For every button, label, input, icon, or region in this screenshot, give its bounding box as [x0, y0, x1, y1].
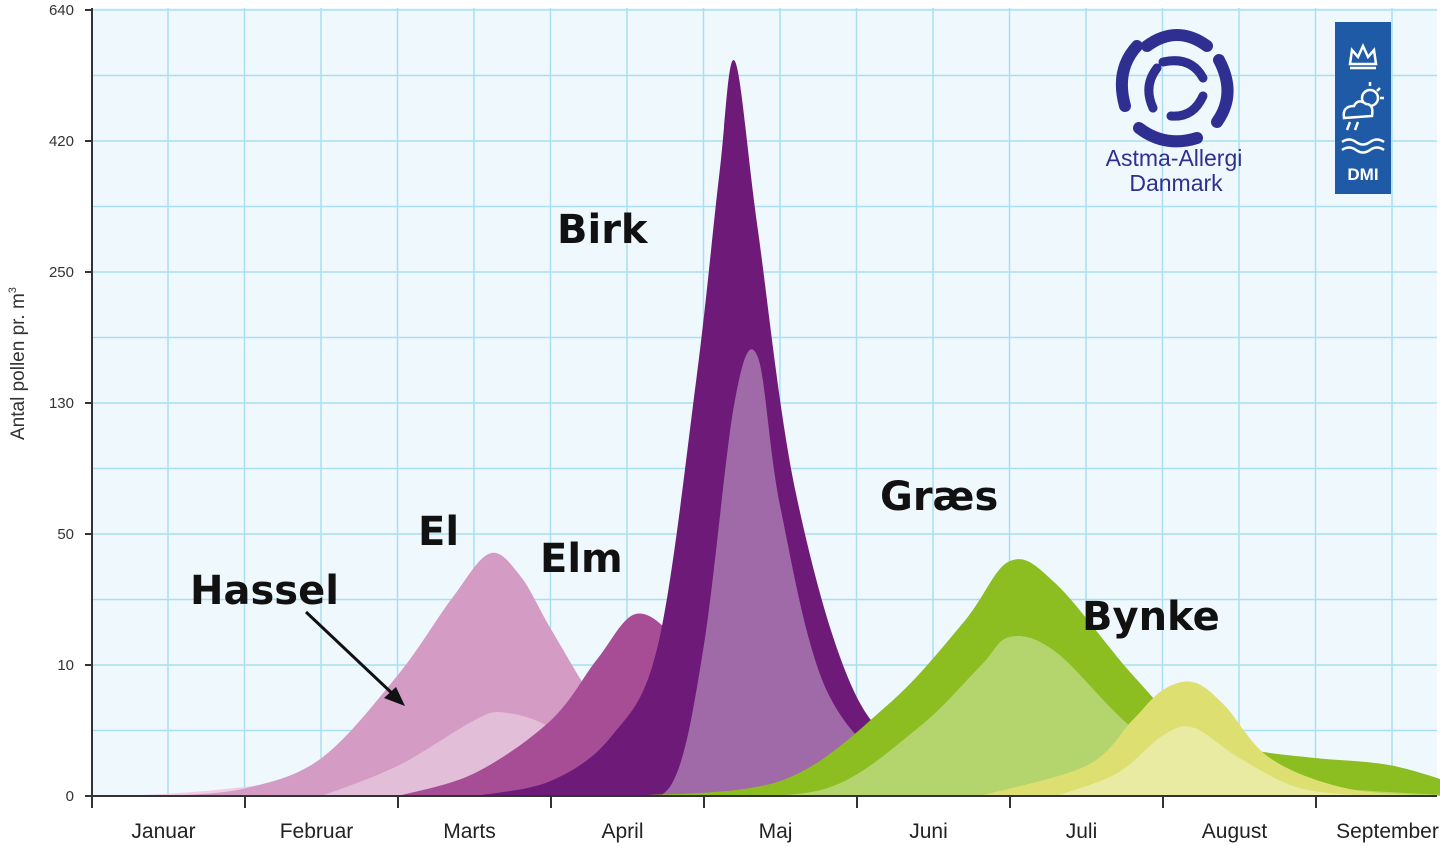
- y-tick-label: 0: [66, 788, 74, 805]
- series-low-band-bynke: [1055, 726, 1378, 796]
- y-tick-label: 50: [57, 526, 74, 543]
- label-elm: Elm: [540, 536, 623, 582]
- series-low-band-birk: [566, 349, 1072, 798]
- month-label: Juni: [909, 820, 948, 843]
- x-ticks: Januar Februar Marts April Maj Juni Juli August…: [91, 796, 1439, 843]
- label-hassel: Hassel: [190, 568, 339, 614]
- month-label: Januar: [131, 820, 195, 843]
- svg-text:Danmark: Danmark: [1129, 170, 1223, 196]
- y-tick-label: 420: [49, 133, 74, 150]
- month-label: August: [1202, 820, 1268, 843]
- month-label: Marts: [443, 820, 496, 843]
- series-area-græs: [627, 559, 1440, 796]
- series-area-el: [168, 552, 781, 796]
- astma-allergi-knot-icon: [1115, 29, 1234, 148]
- y-axis-label: Antal pollen pr. m3: [7, 287, 29, 440]
- dmi-logo: DMI: [1335, 22, 1391, 194]
- dmi-crown-weather-icon: [1341, 42, 1385, 154]
- month-label: Februar: [280, 820, 354, 843]
- pollen-areas: [92, 59, 1440, 798]
- month-label: September: [1336, 820, 1439, 843]
- y-tick-label: 250: [49, 264, 74, 281]
- series-area-birk: [474, 59, 1087, 797]
- month-label: Juli: [1066, 820, 1098, 843]
- svg-text:DMI: DMI: [1347, 165, 1378, 184]
- hassel-arrow: [304, 610, 405, 706]
- y-tick-label: 130: [49, 395, 74, 412]
- label-birk: Birk: [557, 207, 649, 253]
- label-bynke: Bynke: [1082, 594, 1220, 640]
- label-graes: Græs: [880, 474, 998, 520]
- series-low-band-græs: [704, 635, 1440, 797]
- y-tick-label: 10: [57, 657, 74, 674]
- series-area-bynke: [979, 681, 1439, 796]
- svg-text:Astma-Allergi: Astma-Allergi: [1106, 145, 1243, 171]
- label-el: El: [418, 509, 459, 555]
- y-ticks: 0 10 50 130 250 420 640: [49, 2, 92, 805]
- month-label: Maj: [759, 820, 793, 843]
- month-label: April: [601, 820, 643, 843]
- y-tick-label: 640: [49, 2, 74, 19]
- astma-allergi-logo: Astma-Allergi Danmark: [1106, 29, 1243, 196]
